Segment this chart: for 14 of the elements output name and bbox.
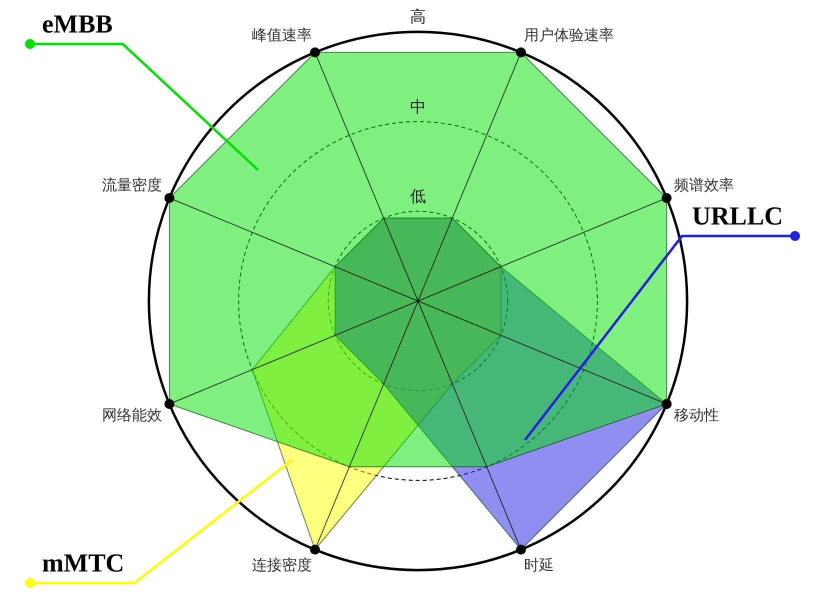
text: mMTC	[42, 548, 124, 578]
spoke-label: 峰值速率	[252, 26, 312, 44]
spoke-label: 时延	[524, 556, 554, 574]
text: URLLC	[692, 202, 783, 231]
spoke-label: 移动性	[674, 406, 719, 424]
text: eMBB	[42, 10, 113, 39]
y-tick-label: 中	[410, 96, 426, 116]
y-tick-label: 高	[410, 7, 426, 26]
spoke-label: 连接密度	[252, 556, 312, 574]
spoke-label: 频谱效率	[674, 176, 734, 194]
y-tick-label: 低	[410, 186, 426, 206]
spoke-label: 流量密度	[102, 176, 162, 194]
spoke-label: 用户体验速率	[524, 26, 614, 44]
spoke-label: 网络能效	[102, 406, 162, 424]
